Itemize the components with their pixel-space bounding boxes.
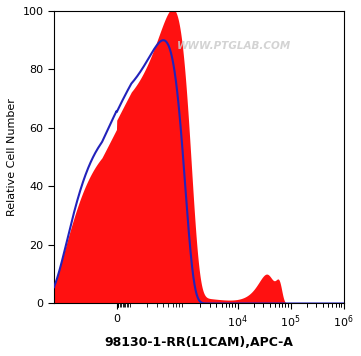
Text: WWW.PTGLAB.COM: WWW.PTGLAB.COM — [177, 41, 291, 51]
X-axis label: 98130-1-RR(L1CAM),APC-A: 98130-1-RR(L1CAM),APC-A — [104, 336, 293, 349]
Y-axis label: Relative Cell Number: Relative Cell Number — [7, 98, 17, 216]
